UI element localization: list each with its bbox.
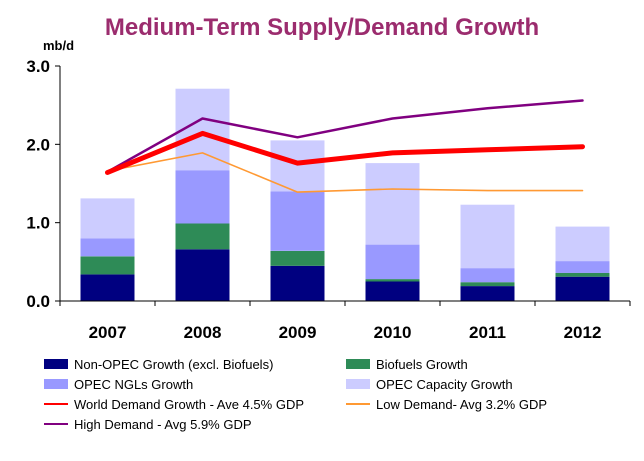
bar-2011-series-1 [460, 282, 515, 287]
x-tick-label: 2012 [564, 323, 602, 342]
legend-label: High Demand - Avg 5.9% GDP [74, 416, 252, 432]
axes-group: 0.0 1.0 2.0 3.0 mb/d 2007 2008 2009 2010 2011 2012 [26, 38, 631, 342]
legend-swatch [44, 359, 68, 369]
legend-swatch [346, 403, 370, 405]
bar-2012-series-3 [555, 226, 610, 262]
bar-2008-series-0 [175, 249, 230, 301]
legend-item: Low Demand- Avg 3.2% GDP [346, 395, 547, 413]
bar-2010-series-2 [365, 244, 420, 280]
x-tick-label: 2011 [469, 323, 506, 342]
legend-item: OPEC NGLs Growth [44, 375, 193, 393]
x-tick-label: 2008 [184, 323, 222, 342]
legend-item: OPEC Capacity Growth [346, 375, 513, 393]
bar-2010-series-0 [365, 281, 420, 301]
legend-label: OPEC Capacity Growth [376, 376, 513, 392]
bar-2007-series-2 [80, 238, 135, 257]
legend-item: High Demand - Avg 5.9% GDP [44, 415, 252, 433]
bar-2011-series-0 [460, 286, 515, 301]
bar-2009-series-1 [270, 250, 325, 266]
legend-label: World Demand Growth - Ave 4.5% GDP [74, 396, 305, 412]
x-tick-label: 2007 [89, 323, 127, 342]
bar-2009-series-0 [270, 265, 325, 302]
y-tick-label: 3.0 [26, 57, 50, 76]
legend-label: OPEC NGLs Growth [74, 376, 194, 392]
line-series-0 [105, 130, 585, 175]
y-tick-label: 2.0 [26, 135, 50, 154]
y-tick-label: 0.0 [26, 292, 50, 311]
bar-2011-series-2 [460, 268, 515, 283]
legend-swatch [346, 359, 370, 369]
bar-2010-series-3 [365, 163, 420, 245]
bar-2007-series-1 [80, 256, 135, 275]
legend-item: World Demand Growth - Ave 4.5% GDP [44, 395, 304, 413]
bar-2010-series-1 [365, 279, 420, 282]
bar-2012-series-1 [555, 272, 610, 277]
legend-swatch [346, 379, 370, 389]
bar-2007-series-0 [80, 274, 135, 301]
chart-title: Medium-Term Supply/Demand Growth [104, 14, 540, 41]
legend-label: Biofuels Growth [376, 356, 468, 372]
line-series-1 [106, 152, 584, 193]
bar-2009-series-2 [270, 191, 325, 251]
x-tick-label: 2009 [279, 323, 317, 342]
bar-2007-series-3 [80, 198, 135, 239]
y-axis-label: mb/d [43, 38, 74, 53]
y-tick-label: 1.0 [26, 214, 50, 233]
x-tick-label: 2010 [374, 323, 412, 342]
legend-label: Non-OPEC Growth (excl. Biofuels) [74, 356, 274, 372]
bar-2008-series-2 [175, 170, 230, 224]
line-series-2 [106, 99, 584, 174]
bar-2009-series-3 [270, 140, 325, 192]
legend-label: Low Demand- Avg 3.2% GDP [376, 396, 548, 412]
legend-swatch [44, 403, 68, 405]
legend-item: Non-OPEC Growth (excl. Biofuels) [44, 355, 273, 373]
bar-group [80, 88, 610, 302]
bar-2011-series-3 [460, 204, 515, 269]
legend-swatch [44, 379, 68, 389]
bar-2008-series-1 [175, 223, 230, 250]
legend-item: Biofuels Growth [346, 355, 468, 373]
bar-2012-series-0 [555, 276, 610, 301]
line-group [105, 99, 585, 193]
bar-2012-series-2 [555, 261, 610, 273]
legend-swatch [44, 423, 68, 425]
chart-plot-area: 0.0 1.0 2.0 3.0 mb/d 2007 2008 2009 2010 2011 2012 [26, 38, 631, 342]
